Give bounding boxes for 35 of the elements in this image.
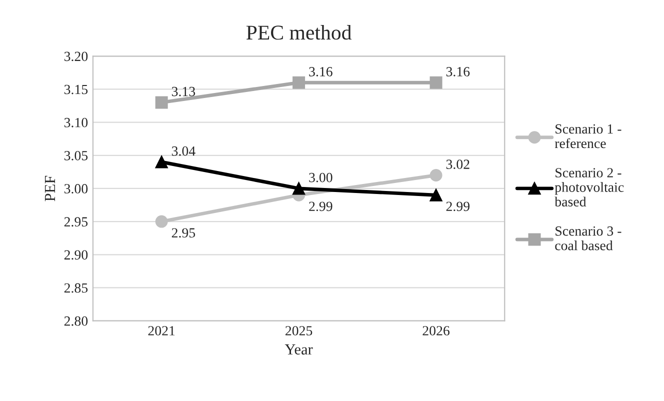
y-tick-label: 2.95	[64, 217, 88, 227]
y-axis-title: PEF	[44, 176, 55, 202]
data-label: 3.00	[309, 172, 332, 182]
data-label: 3.16	[446, 67, 470, 76]
data-label: 2.95	[172, 228, 196, 238]
point	[155, 156, 168, 168]
y-tick-label: 2.80	[64, 316, 88, 326]
point	[155, 215, 168, 228]
x-axis-title: Year	[284, 344, 313, 355]
y-tick-label: 2.85	[64, 283, 88, 293]
point	[292, 76, 306, 89]
data-label: 3.16	[309, 67, 332, 76]
data-label: 2.99	[446, 202, 470, 212]
point	[292, 182, 306, 195]
data-label: 3.02	[446, 160, 470, 170]
x-tick-label: 2026	[422, 326, 450, 336]
data-label: 3.04	[172, 146, 196, 156]
y-tick-label: 3.20	[64, 52, 88, 62]
data-label: 3.13	[172, 86, 196, 96]
point	[430, 168, 442, 182]
point	[155, 96, 168, 109]
point	[430, 76, 442, 89]
x-tick-label: 2025	[286, 326, 312, 336]
y-tick-label: 3.05	[64, 150, 88, 160]
chart-title: PEC method	[246, 25, 352, 40]
legend-label: Scenario 1 - reference	[554, 124, 622, 148]
y-tick-label: 3.10	[64, 118, 88, 128]
legend-label: Scenario 2 - photovoltaic based	[554, 168, 624, 206]
x-tick-label: 2021	[148, 326, 175, 336]
data-label: 2.99	[309, 202, 332, 212]
y-tick-label: 3.00	[64, 184, 88, 194]
y-tick-label: 3.15	[64, 84, 88, 94]
y-tick-label: 2.90	[64, 250, 88, 260]
legend-label: Scenario 3 - coal based	[555, 226, 622, 250]
point	[430, 188, 442, 202]
